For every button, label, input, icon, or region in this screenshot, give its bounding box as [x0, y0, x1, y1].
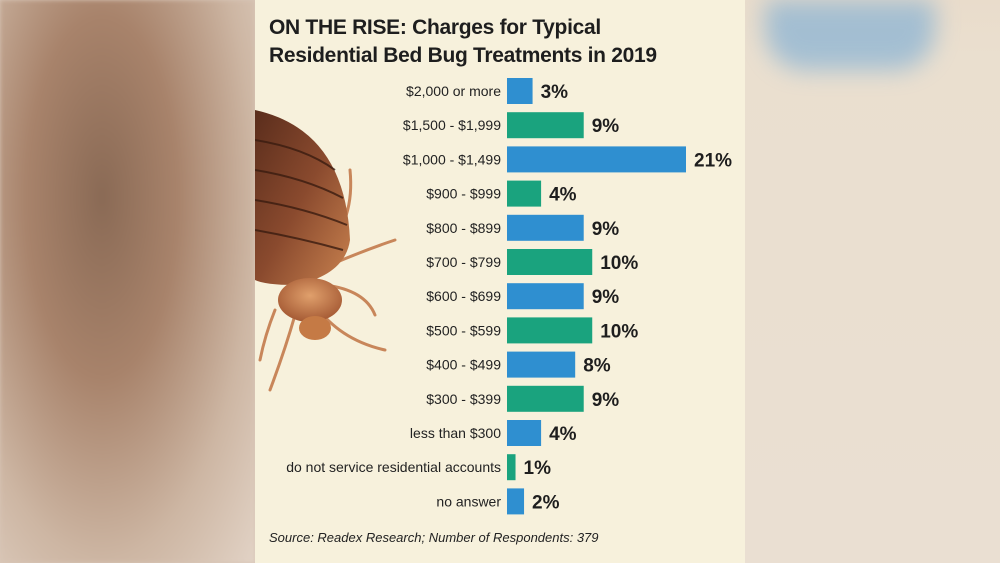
blurred-background-right [745, 0, 1000, 563]
bar-chart: $2,000 or more 3% $1,500 - $1,999 9% $1,000 … [286, 78, 732, 515]
bar [507, 454, 516, 481]
bar [507, 385, 584, 412]
category-label: less than $300 [410, 425, 501, 441]
category-label: $300 - $399 [426, 391, 501, 407]
value-label: 9% [592, 116, 620, 137]
value-label: 8% [583, 356, 611, 377]
category-label: $600 - $699 [426, 288, 501, 304]
bar [507, 180, 542, 207]
value-label: 9% [592, 219, 620, 240]
value-label: 9% [592, 390, 620, 411]
category-label: $2,000 or more [406, 83, 501, 99]
value-label: 1% [524, 458, 552, 479]
bar [507, 249, 593, 275]
category-label: $400 - $499 [426, 357, 501, 373]
value-label: 10% [600, 253, 638, 274]
value-label: 3% [541, 82, 569, 103]
value-label: 10% [600, 321, 638, 342]
value-label: 21% [694, 150, 732, 171]
source-note: Source: Readex Research; Number of Respo… [269, 530, 599, 545]
bar [507, 351, 576, 378]
bar [507, 420, 542, 446]
bar [507, 317, 593, 344]
bar [507, 488, 525, 515]
category-label: no answer [436, 493, 501, 509]
bar [507, 78, 533, 104]
category-label: do not service residential accounts [286, 459, 501, 475]
chart-title-line-1: ON THE RISE: Charges for Typical [269, 16, 601, 39]
value-label: 2% [532, 492, 560, 513]
value-label: 4% [549, 185, 577, 206]
category-label: $900 - $999 [426, 186, 501, 202]
chart-title-line-2: Residential Bed Bug Treatments in 2019 [269, 44, 657, 67]
bar [507, 146, 686, 173]
background-smudge [765, 0, 935, 70]
bar [507, 214, 584, 241]
category-label: $700 - $799 [426, 254, 501, 270]
bed-bug-illustration [255, 110, 397, 392]
chart-title: ON THE RISE: Charges for Typical Residen… [269, 14, 729, 70]
value-label: 4% [549, 424, 577, 445]
category-label: $500 - $599 [426, 322, 501, 338]
bar [507, 283, 584, 310]
blurred-background-left [0, 0, 255, 563]
value-label: 9% [592, 287, 620, 308]
category-label: $1,000 - $1,499 [403, 151, 501, 167]
infographic-panel: ON THE RISE: Charges for Typical Residen… [255, 0, 745, 563]
category-label: $1,500 - $1,999 [403, 117, 501, 133]
category-label: $800 - $899 [426, 220, 501, 236]
bar [507, 112, 584, 139]
